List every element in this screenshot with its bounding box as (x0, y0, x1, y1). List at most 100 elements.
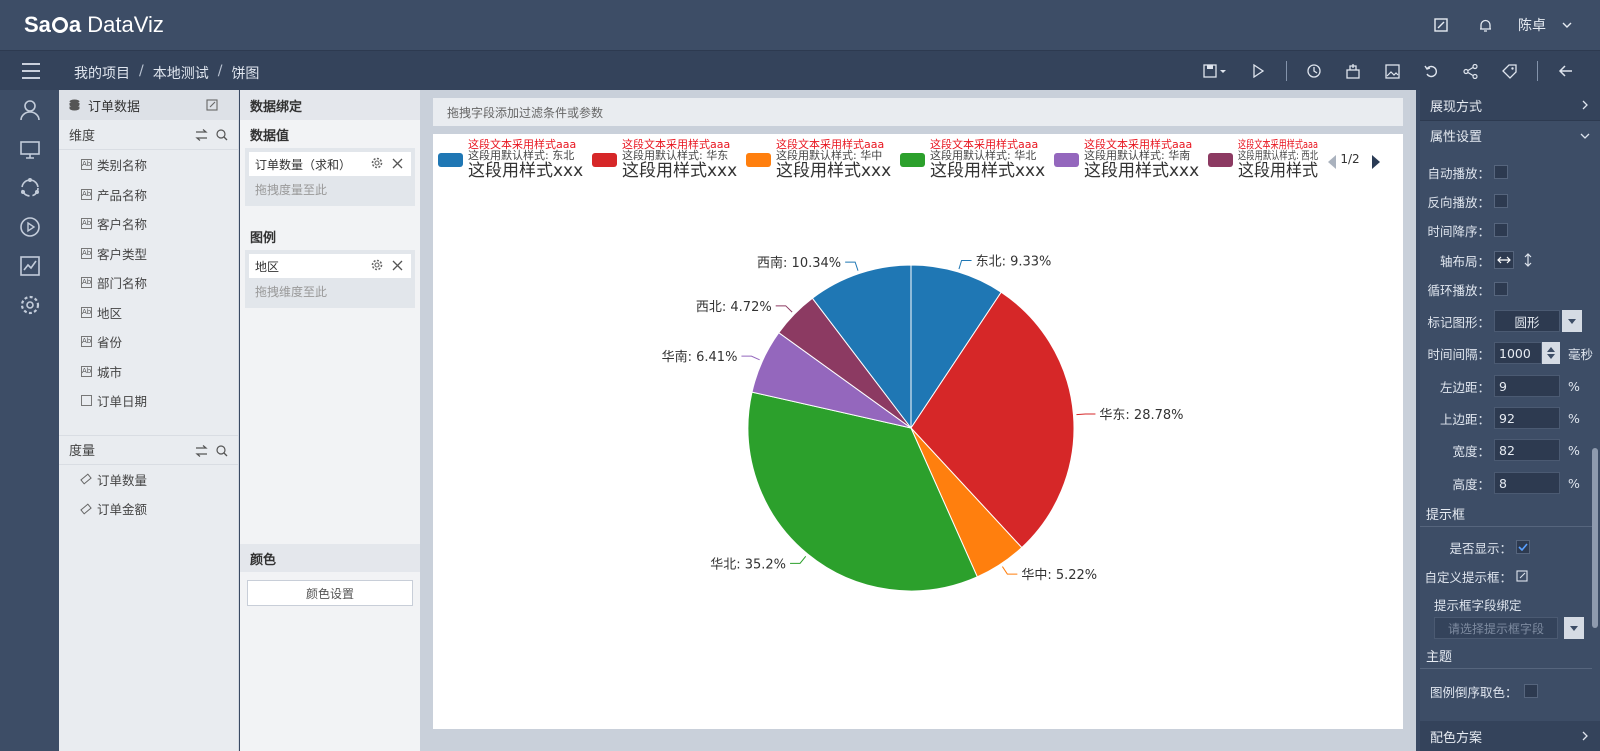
user-name[interactable]: 陈卓 (1518, 18, 1546, 34)
legend-reverse-color-checkbox[interactable] (1524, 684, 1538, 698)
chevron-down-icon[interactable] (1562, 22, 1572, 28)
play-icon[interactable] (1247, 60, 1269, 82)
dataset-name: 订单数据 (88, 99, 141, 115)
dimension-field-label: 客户类型 (97, 246, 148, 262)
legend-prev-icon[interactable] (1328, 155, 1336, 169)
chart-icon[interactable] (18, 254, 42, 278)
measure-field-item[interactable]: 订单数量 (59, 465, 238, 495)
pie-slice-华东[interactable] (910, 291, 1075, 549)
search-icon[interactable] (216, 444, 228, 457)
color-settings-button[interactable]: 颜色设置 (247, 580, 413, 606)
swap-icon[interactable] (195, 129, 208, 141)
bell-icon[interactable] (1474, 14, 1496, 36)
breadcrumb-item[interactable]: 本地测试 (152, 66, 209, 82)
measure-field-label: 订单数量 (97, 472, 148, 488)
width-input[interactable]: 82 (1494, 439, 1560, 461)
top-margin-input[interactable]: 92 (1494, 407, 1560, 429)
back-arrow-icon[interactable] (1554, 60, 1576, 82)
edit-tooltip-icon[interactable] (1516, 570, 1528, 582)
close-icon[interactable] (392, 260, 403, 271)
slice-label: 华中: 5.22% (1021, 568, 1097, 583)
marker-shape-dropdown-icon[interactable] (1562, 310, 1582, 332)
pie-slice-西南[interactable] (811, 264, 912, 430)
color-scheme-header[interactable]: 配色方案 (1420, 721, 1600, 751)
dimension-field-item[interactable]: Ab 城市 (59, 357, 238, 387)
tag-icon[interactable] (1498, 60, 1520, 82)
left-margin-label: 左边距： (1439, 379, 1490, 395)
user-icon[interactable] (18, 98, 42, 122)
legend-chip-label: 地区 (255, 259, 280, 274)
loop-play-checkbox[interactable] (1494, 282, 1508, 296)
legend-label: 图例 (250, 230, 277, 246)
dimension-field-item[interactable]: Ab 客户类型 (59, 239, 238, 269)
legend-dropzone[interactable]: 地区 拖拽维度至此 (245, 250, 415, 308)
share-icon[interactable] (1459, 60, 1481, 82)
marker-shape-select[interactable]: 圆形 (1494, 310, 1560, 332)
dimension-field-item[interactable]: Ab 省份 (59, 327, 238, 357)
pie-slice-华北[interactable] (747, 391, 978, 592)
monitor-icon[interactable] (18, 138, 42, 162)
vertical-layout-icon[interactable] (1524, 253, 1532, 267)
time-desc-checkbox[interactable] (1494, 223, 1508, 237)
legend-default-text: 这段用默认样式: 西北 (1238, 148, 1318, 162)
value-dropzone[interactable]: 订单数量（求和） 拖拽度量至此 (245, 148, 415, 206)
dimension-field-item[interactable]: 订单日期 (59, 386, 238, 416)
dimension-field-item[interactable]: Ab 地区 (59, 298, 238, 328)
app-logo[interactable]: Sa a DataViz (24, 12, 164, 37)
interval-stepper-icon[interactable] (1542, 342, 1560, 364)
legend-default-text: 这段用默认样式: 华东 (622, 148, 728, 162)
search-icon[interactable] (216, 129, 228, 141)
value-chip[interactable]: 订单数量（求和） (249, 152, 411, 176)
chart-card: 这段文本采用样式aaa 这段用默认样式: 东北 这段用样式xxx 这段文本采用样式aa… (433, 134, 1403, 729)
divider (1420, 526, 1592, 527)
play-circle-icon[interactable] (18, 215, 42, 239)
image-icon[interactable] (1381, 60, 1403, 82)
dimension-field-item[interactable]: Ab 产品名称 (59, 180, 238, 210)
autoplay-checkbox[interactable] (1494, 165, 1508, 179)
calendar-icon (81, 395, 92, 407)
measure-field-item[interactable]: 订单金额 (59, 494, 238, 524)
horizontal-layout-icon[interactable] (1494, 251, 1514, 269)
cycle-icon[interactable] (18, 176, 42, 200)
legend-next-icon[interactable] (1372, 155, 1380, 169)
undo-icon[interactable] (1420, 60, 1442, 82)
pie-slice-东北[interactable] (910, 264, 1002, 430)
breadcrumb-item[interactable]: 我的项目 (74, 66, 130, 82)
dimension-field-item[interactable]: Ab 类别名称 (59, 150, 238, 180)
gear-icon[interactable] (371, 259, 383, 271)
publish-icon[interactable] (1342, 60, 1364, 82)
left-margin-input[interactable]: 9 (1494, 375, 1560, 397)
gear-icon[interactable] (18, 293, 42, 317)
property-panel: 展现方式 属性设置 自动播放： 反向播放： 时间降序： 轴布局： 循环播放： 标… (1420, 90, 1600, 751)
save-icon[interactable] (1200, 60, 1230, 82)
history-icon[interactable] (1303, 60, 1325, 82)
interval-input[interactable]: 1000 (1494, 342, 1542, 364)
filter-dropzone[interactable]: 拖拽字段添加过滤条件或参数 (433, 98, 1403, 126)
tooltip-field-select[interactable]: 请选择提示框字段 (1434, 617, 1558, 639)
legend-style-aaa-text: 这段文本采用样式aaa (468, 137, 576, 151)
reverse-play-checkbox[interactable] (1494, 194, 1508, 208)
dimension-field-item[interactable]: Ab 部门名称 (59, 268, 238, 298)
swap-icon[interactable] (195, 444, 208, 457)
show-tooltip-checkbox[interactable] (1516, 540, 1530, 554)
scrollbar[interactable] (1592, 448, 1598, 628)
edit-icon[interactable] (1430, 14, 1452, 36)
attr-settings-header[interactable]: 属性设置 (1420, 120, 1600, 150)
tooltip-field-dropdown-icon[interactable] (1564, 617, 1584, 639)
gear-icon[interactable] (371, 157, 383, 169)
display-mode-header[interactable]: 展现方式 (1420, 90, 1600, 120)
edit-dataset-icon[interactable] (206, 99, 218, 111)
dataset-header[interactable]: 订单数据 (59, 90, 238, 120)
menu-icon[interactable] (20, 60, 42, 82)
height-input[interactable]: 8 (1494, 472, 1560, 494)
legend-chip[interactable]: 地区 (249, 254, 411, 278)
dimension-field-item[interactable]: Ab 客户名称 (59, 209, 238, 239)
close-icon[interactable] (392, 158, 403, 169)
